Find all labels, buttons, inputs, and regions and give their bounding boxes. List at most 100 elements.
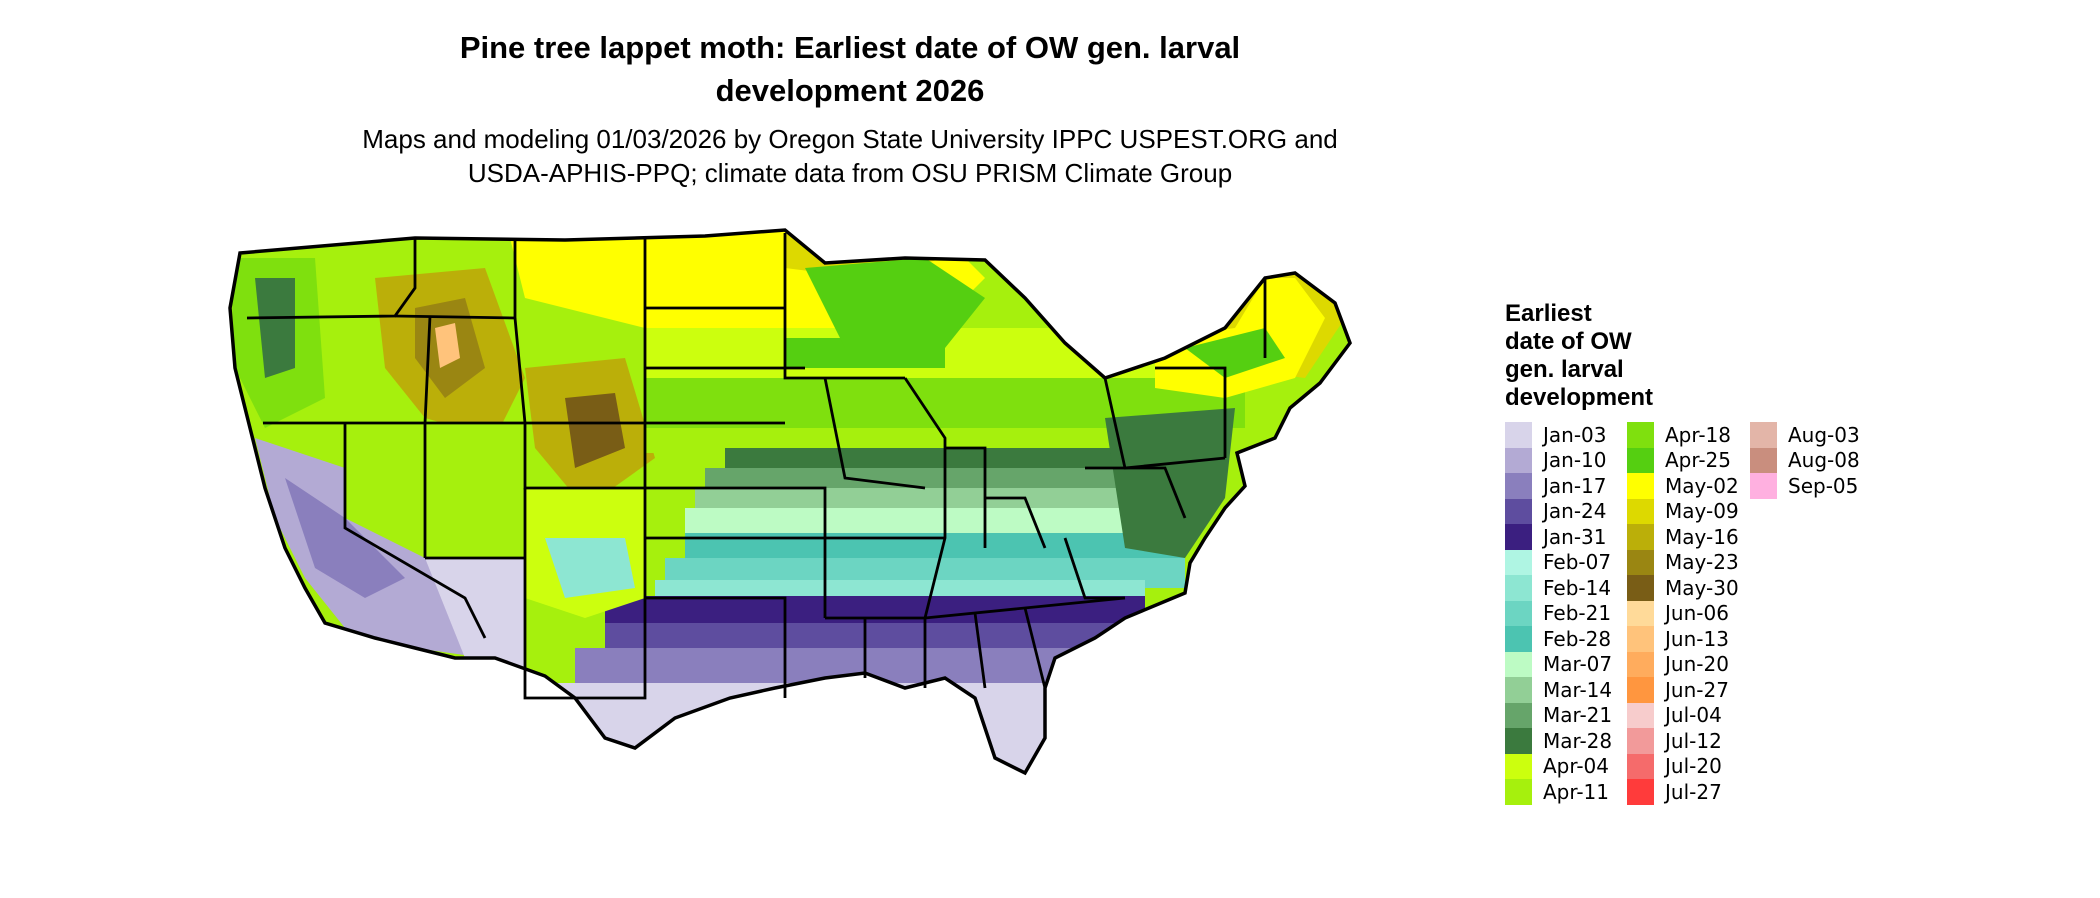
state-border bbox=[823, 377, 926, 490]
legend-swatch bbox=[1627, 702, 1654, 728]
legend-swatch bbox=[1505, 498, 1532, 524]
legend-label: Sep-05 bbox=[1788, 473, 1859, 498]
legend-swatch bbox=[1505, 575, 1532, 601]
legend-swatch bbox=[1505, 447, 1532, 473]
legend-item: Jan-31 bbox=[1505, 524, 1607, 550]
state-border bbox=[985, 496, 1047, 549]
map-zone bbox=[255, 278, 295, 378]
legend-item: Mar-28 bbox=[1505, 728, 1612, 754]
legend-label: Mar-14 bbox=[1543, 677, 1613, 702]
legend-label: Jan-31 bbox=[1543, 524, 1607, 549]
legend-title-line: development bbox=[1505, 384, 1654, 411]
state-border bbox=[945, 446, 987, 548]
legend-title: Earliest date of OW gen. larval developm… bbox=[1505, 300, 1725, 412]
state-border bbox=[783, 233, 905, 380]
legend-swatch bbox=[1505, 524, 1532, 550]
state-border bbox=[523, 488, 647, 700]
legend-label: Mar-28 bbox=[1543, 728, 1613, 753]
legend-label: Jan-10 bbox=[1543, 448, 1607, 473]
legend-swatch bbox=[1750, 422, 1777, 448]
map-zone bbox=[565, 393, 625, 468]
legend-swatch bbox=[1505, 702, 1532, 728]
legend-swatch bbox=[1505, 549, 1532, 575]
legend-item: May-09 bbox=[1627, 498, 1739, 524]
legend-label: Apr-11 bbox=[1543, 779, 1609, 804]
legend-label: Jan-24 bbox=[1543, 499, 1607, 524]
map-zone bbox=[1185, 328, 1285, 378]
legend-swatch bbox=[1627, 473, 1654, 499]
legend-swatch bbox=[1627, 549, 1654, 575]
legend-item: Apr-11 bbox=[1505, 779, 1609, 805]
legend-item: May-23 bbox=[1627, 549, 1739, 575]
legend-swatch bbox=[1627, 677, 1654, 703]
legend-swatch bbox=[1505, 600, 1532, 626]
legend-label: Jun-20 bbox=[1665, 652, 1729, 677]
map-zone bbox=[805, 258, 985, 348]
legend-item: Jul-12 bbox=[1627, 728, 1722, 754]
legend-swatch bbox=[1750, 447, 1777, 473]
legend-item: Jun-13 bbox=[1627, 626, 1729, 652]
legend-label: Jan-17 bbox=[1543, 473, 1607, 498]
legend-label: Jul-12 bbox=[1665, 728, 1722, 753]
legend-label: Feb-21 bbox=[1543, 601, 1612, 626]
map-zone bbox=[575, 648, 1095, 688]
state-border bbox=[1085, 466, 1187, 519]
state-border bbox=[643, 238, 785, 425]
legend-swatch bbox=[1505, 473, 1532, 499]
legend-swatch bbox=[1505, 677, 1532, 703]
state-border bbox=[903, 377, 947, 619]
legend-title-line: date of OW bbox=[1505, 328, 1632, 355]
legend-swatch bbox=[1627, 626, 1654, 652]
state-border bbox=[1063, 537, 1125, 600]
legend-item: Jan-17 bbox=[1505, 473, 1607, 499]
legend-label: May-09 bbox=[1665, 499, 1739, 524]
legend-label: Feb-14 bbox=[1543, 575, 1612, 600]
legend-label: Apr-25 bbox=[1665, 448, 1731, 473]
state-border bbox=[645, 486, 827, 618]
map-zone bbox=[545, 538, 635, 598]
legend-item: Apr-04 bbox=[1505, 753, 1609, 779]
legend-swatch bbox=[1505, 651, 1532, 677]
map-title: Pine tree lappet moth: Earliest date of … bbox=[330, 26, 1370, 112]
legend-item: Jul-20 bbox=[1627, 753, 1722, 779]
legend-title-line: Earliest bbox=[1505, 300, 1592, 327]
map-zone bbox=[605, 596, 1145, 626]
legend-swatch bbox=[1627, 575, 1654, 601]
legend-label: Apr-04 bbox=[1543, 754, 1609, 779]
legend-swatch bbox=[1627, 651, 1654, 677]
legend-swatch bbox=[1750, 473, 1777, 499]
legend-item: Feb-14 bbox=[1505, 575, 1611, 601]
legend-label: May-16 bbox=[1665, 524, 1739, 549]
legend-item: Jan-03 bbox=[1505, 422, 1607, 448]
legend-item: Jul-04 bbox=[1627, 702, 1722, 728]
state-borders bbox=[246, 233, 1267, 700]
legend-label: Mar-07 bbox=[1543, 652, 1613, 677]
legend-label: Mar-21 bbox=[1543, 703, 1613, 728]
legend-item: Mar-14 bbox=[1505, 677, 1612, 703]
legend-swatch bbox=[1627, 753, 1654, 779]
legend-item: Feb-07 bbox=[1505, 549, 1611, 575]
legend-swatch bbox=[1627, 524, 1654, 550]
us-map bbox=[228, 228, 1352, 776]
legend-item: May-30 bbox=[1627, 575, 1739, 601]
legend-item: Feb-21 bbox=[1505, 600, 1612, 626]
legend-item: Aug-03 bbox=[1750, 422, 1860, 448]
legend-label: Feb-28 bbox=[1543, 626, 1612, 651]
legend-item: Feb-28 bbox=[1505, 626, 1611, 652]
legend-label: Jul-04 bbox=[1665, 703, 1722, 728]
legend-label: Jun-13 bbox=[1665, 626, 1729, 651]
map-subtitle: Maps and modeling 01/03/2026 by Oregon S… bbox=[300, 122, 1400, 190]
state-border bbox=[645, 596, 787, 698]
state-border bbox=[246, 238, 417, 320]
legend-label: Jun-06 bbox=[1665, 601, 1729, 626]
legend-item: Jun-20 bbox=[1627, 651, 1729, 677]
legend-label: May-02 bbox=[1665, 473, 1739, 498]
legend-label: Jan-03 bbox=[1543, 422, 1607, 447]
legend-swatch bbox=[1627, 600, 1654, 626]
legend-item: Jun-27 bbox=[1627, 677, 1729, 703]
legend-item: Sep-05 bbox=[1750, 473, 1858, 499]
legend-item: Jun-06 bbox=[1627, 600, 1729, 626]
legend-label: Aug-03 bbox=[1788, 422, 1860, 447]
title-line-2: development 2026 bbox=[715, 73, 985, 108]
legend-swatch bbox=[1505, 779, 1532, 805]
